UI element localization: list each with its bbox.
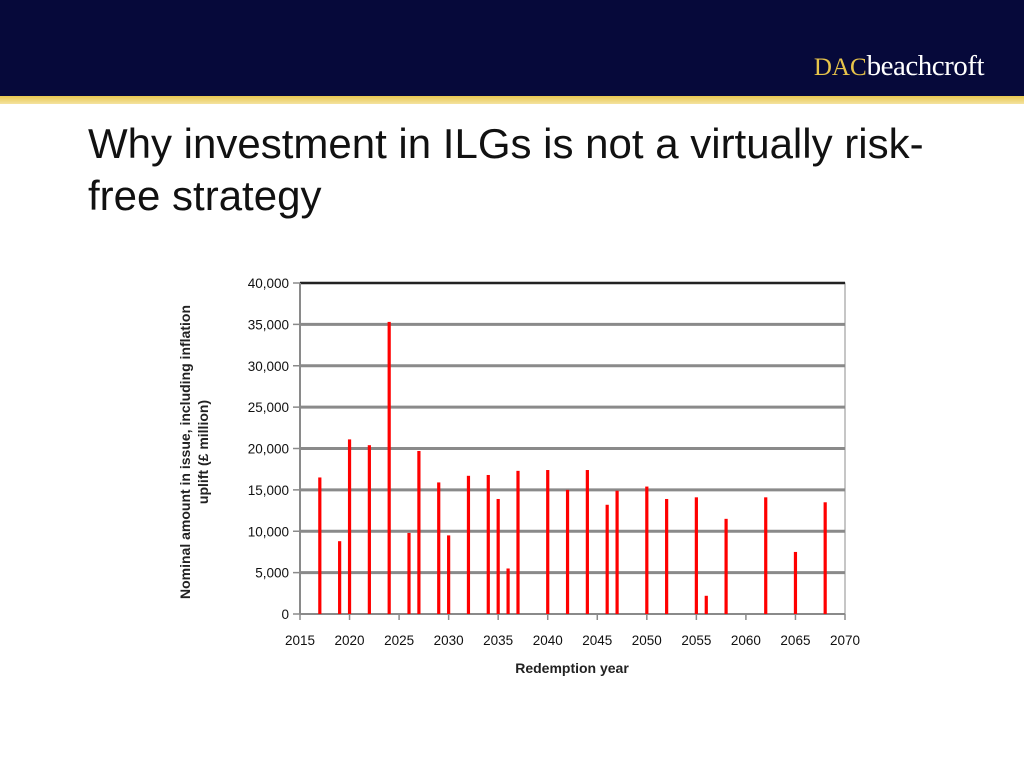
bar-chart: 0 5,000 10,000 15,000 20,000 25,000 30,000 35,0… [150,262,880,692]
bar [516,470,520,614]
bar [367,445,371,614]
bar [694,497,698,614]
y-tick-label: 25,000 [248,400,289,415]
bar [338,541,342,614]
y-tick-label: 35,000 [248,317,289,332]
header-bar: DACbeachcroft [0,0,1024,96]
bar [318,477,322,614]
bar [585,470,589,614]
bar [645,486,649,614]
bar [387,321,391,614]
x-tick-label: 2055 [681,633,711,648]
x-tick-label: 2050 [632,633,662,648]
bar [724,518,728,614]
slide-title: Why investment in ILGs is not a virtuall… [88,120,924,219]
y-axis-label: Nominal amount in issue, including infla… [177,305,211,600]
y-tick-label: 20,000 [248,442,289,457]
bar [793,551,798,614]
bar [437,482,441,614]
x-tick-label: 2040 [533,633,563,648]
bar [347,439,352,614]
header-divider [0,96,1024,104]
bar [764,497,768,614]
x-tick-label: 2060 [731,633,761,648]
y-tick-label: 30,000 [248,359,289,374]
bar [496,498,500,614]
bar [565,489,570,614]
brand-logo-suffix: beachcroft [866,50,985,82]
y-tick-label: 5,000 [255,566,289,581]
x-tick-label: 2065 [780,633,810,648]
x-tick-label: 2070 [830,633,860,648]
bar [466,475,471,614]
bar [407,532,411,614]
bar [417,450,421,614]
bar [615,490,619,614]
bar [704,595,708,614]
bar [486,474,490,614]
x-tick-label: 2045 [582,633,612,648]
bar [665,498,669,614]
brand-logo-prefix: DAC [813,54,867,81]
x-tick-label: 2025 [384,633,414,648]
x-tick-label: 2035 [483,633,513,648]
x-axis-label: Redemption year [515,660,629,676]
x-tick-label: 2015 [285,633,315,648]
bar [506,568,510,614]
bar [546,470,550,614]
chart-canvas: 0 5,000 10,000 15,000 20,000 25,000 30,000 35,0… [248,276,860,648]
brand-logo: DACbeachcroft [813,50,985,83]
x-tick-label: 2030 [434,633,464,648]
bar [823,502,827,614]
y-tick-label: 40,000 [248,276,289,291]
x-tick-label: 2020 [335,633,365,648]
bar [605,504,609,614]
bar [447,535,451,614]
y-tick-label: 0 [281,607,289,622]
y-tick-label: 15,000 [248,483,289,498]
y-tick-label: 10,000 [248,524,289,539]
